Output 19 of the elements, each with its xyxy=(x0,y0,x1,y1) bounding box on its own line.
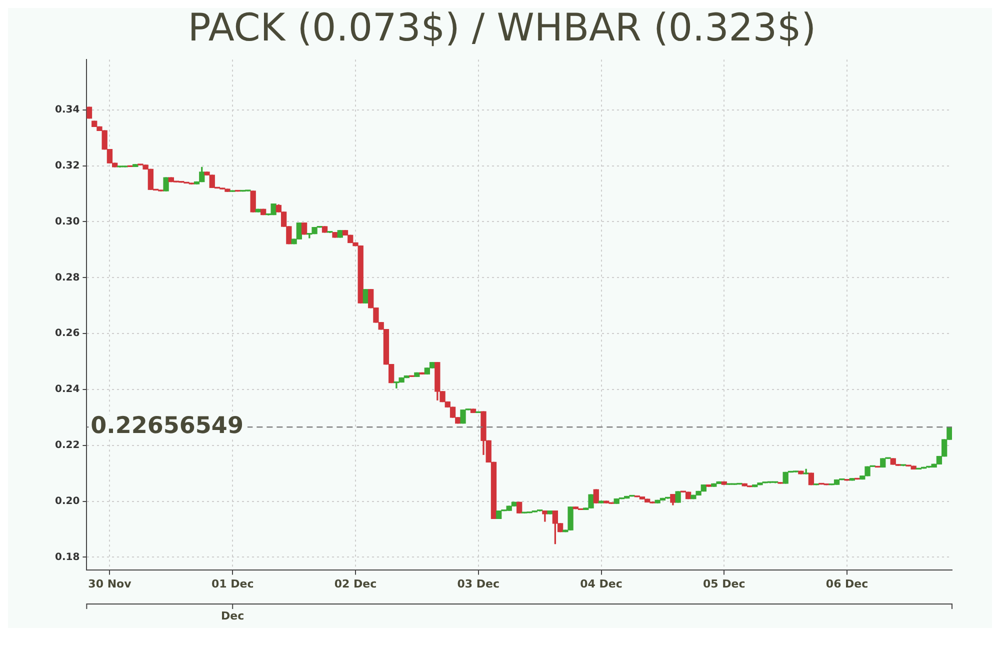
y-tick-label: 0.34 xyxy=(54,104,80,116)
y-tick-label: 0.18 xyxy=(54,552,80,563)
y-tick-label: 0.30 xyxy=(54,216,80,228)
y-tick-label: 0.26 xyxy=(54,328,80,340)
x-tick-label: 02 Dec xyxy=(334,577,377,590)
y-tick-label: 0.24 xyxy=(54,384,80,396)
x-tick-label: 05 Dec xyxy=(703,577,746,590)
ref-line-label: 0.22656549 xyxy=(90,413,244,440)
x-tick-label: 03 Dec xyxy=(457,577,500,590)
x-tick-label: 30 Nov xyxy=(88,577,132,590)
x-tick-label: 01 Dec xyxy=(211,577,254,590)
chart-title: PACK (0.073$) / WHBAR (0.323$) xyxy=(188,6,816,50)
text: Dec xyxy=(221,609,244,622)
x-tick-label: 04 Dec xyxy=(580,577,622,590)
y-tick-label: 0.28 xyxy=(54,272,80,284)
y-tick-label: 0.22 xyxy=(54,440,80,451)
y-tick-label: 0.20 xyxy=(54,496,80,507)
y-tick-label: 0.32 xyxy=(54,160,80,172)
x-tick-label: 06 Dec xyxy=(826,577,868,590)
